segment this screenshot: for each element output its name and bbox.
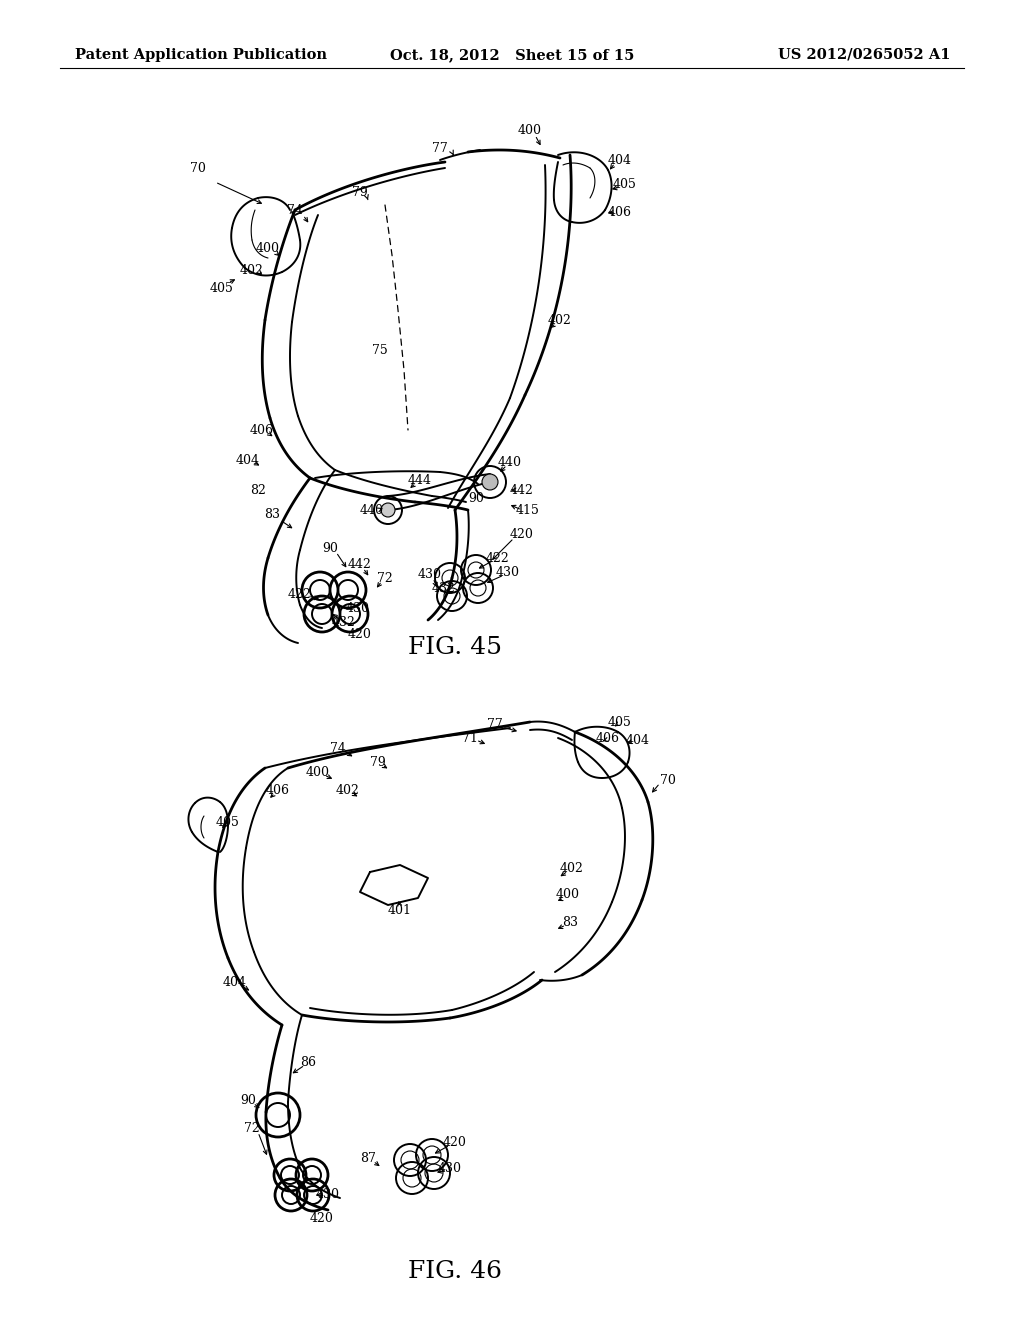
Text: 405: 405 <box>216 816 240 829</box>
Text: 404: 404 <box>608 153 632 166</box>
Text: 420: 420 <box>310 1212 334 1225</box>
Text: 401: 401 <box>388 903 412 916</box>
Text: 404: 404 <box>626 734 650 747</box>
Text: FIG. 45: FIG. 45 <box>408 636 502 660</box>
Text: 402: 402 <box>560 862 584 874</box>
Text: 400: 400 <box>556 888 580 902</box>
Text: 75: 75 <box>372 343 388 356</box>
Text: FIG. 46: FIG. 46 <box>408 1261 502 1283</box>
Text: 74: 74 <box>287 203 303 216</box>
Text: 90: 90 <box>240 1093 256 1106</box>
Text: 430: 430 <box>316 1188 340 1201</box>
Text: 86: 86 <box>300 1056 316 1068</box>
Text: 402: 402 <box>240 264 264 276</box>
Text: 430: 430 <box>496 565 520 578</box>
Text: 402: 402 <box>548 314 572 326</box>
Text: 430: 430 <box>346 602 370 615</box>
Text: 405: 405 <box>613 178 637 191</box>
Text: 77: 77 <box>432 141 447 154</box>
Text: 422: 422 <box>486 552 510 565</box>
Text: 83: 83 <box>264 508 280 521</box>
Text: 404: 404 <box>223 975 247 989</box>
Text: 444: 444 <box>408 474 432 487</box>
Text: 442: 442 <box>510 483 534 496</box>
Text: 400: 400 <box>518 124 542 136</box>
Text: 432: 432 <box>332 615 356 628</box>
Text: 430: 430 <box>438 1162 462 1175</box>
Text: 90: 90 <box>468 491 484 504</box>
Text: 420: 420 <box>510 528 534 541</box>
Text: Oct. 18, 2012   Sheet 15 of 15: Oct. 18, 2012 Sheet 15 of 15 <box>390 48 634 62</box>
Text: 406: 406 <box>608 206 632 219</box>
Circle shape <box>381 503 395 517</box>
Text: 72: 72 <box>377 572 393 585</box>
Text: 79: 79 <box>352 186 368 199</box>
Circle shape <box>482 474 498 490</box>
Text: 71: 71 <box>462 731 478 744</box>
Text: 74: 74 <box>330 742 346 755</box>
Text: 405: 405 <box>608 715 632 729</box>
Text: 402: 402 <box>336 784 360 796</box>
Text: 404: 404 <box>236 454 260 466</box>
Text: 420: 420 <box>348 628 372 642</box>
Text: 442: 442 <box>348 558 372 572</box>
Text: 77: 77 <box>487 718 503 731</box>
Text: 422: 422 <box>288 587 312 601</box>
Text: 405: 405 <box>210 281 233 294</box>
Text: 70: 70 <box>660 774 676 787</box>
Text: 70: 70 <box>190 161 206 174</box>
Text: 87: 87 <box>360 1151 376 1164</box>
Text: 406: 406 <box>266 784 290 796</box>
Text: 440: 440 <box>498 455 522 469</box>
Text: Patent Application Publication: Patent Application Publication <box>75 48 327 62</box>
Text: 400: 400 <box>256 242 280 255</box>
Text: 72: 72 <box>244 1122 260 1134</box>
Text: 430: 430 <box>418 569 442 582</box>
Text: 440: 440 <box>360 503 384 516</box>
Text: US 2012/0265052 A1: US 2012/0265052 A1 <box>777 48 950 62</box>
Text: 415: 415 <box>516 503 540 516</box>
Text: 83: 83 <box>562 916 578 928</box>
Text: 432: 432 <box>432 582 456 594</box>
Text: 420: 420 <box>443 1135 467 1148</box>
Text: 79: 79 <box>370 755 386 768</box>
Text: 400: 400 <box>306 766 330 779</box>
Text: 406: 406 <box>250 424 274 437</box>
Text: 90: 90 <box>323 541 338 554</box>
Text: 406: 406 <box>596 731 620 744</box>
Text: 82: 82 <box>250 483 266 496</box>
